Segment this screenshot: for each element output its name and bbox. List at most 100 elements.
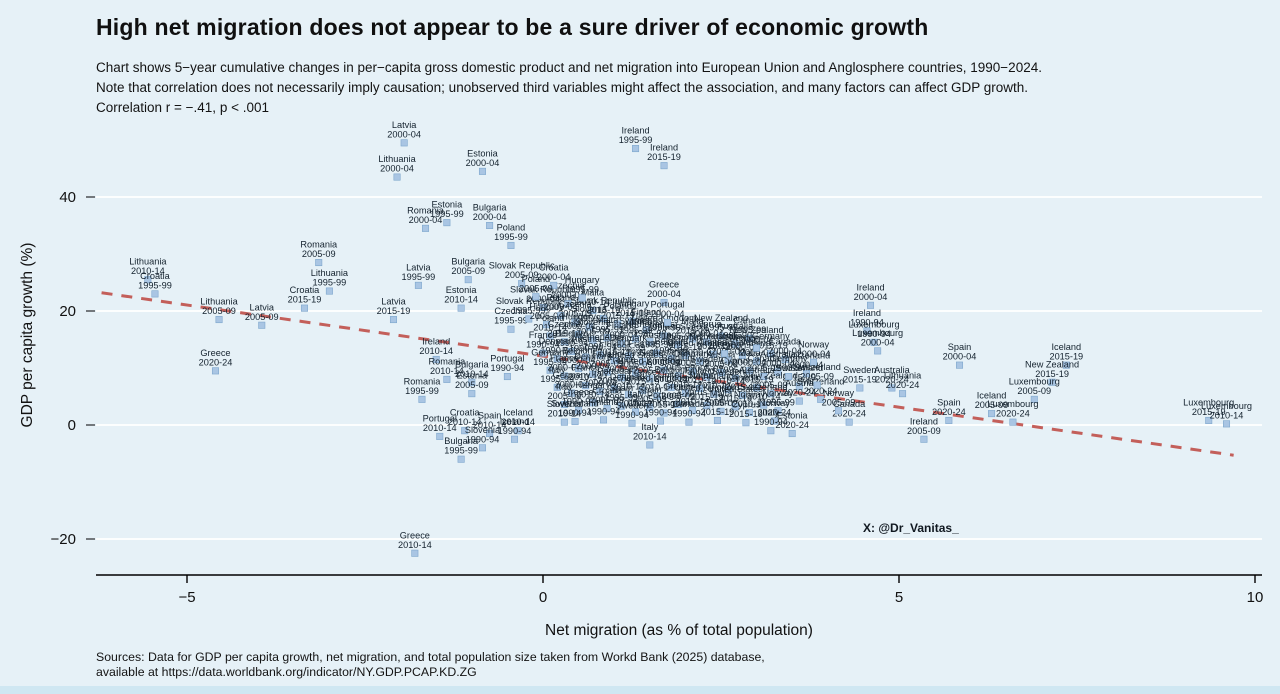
data-point-marker bbox=[660, 409, 668, 417]
data-point-label-country: Luxembourg bbox=[987, 399, 1038, 409]
data-point-label-period: 1990-94 bbox=[491, 363, 525, 373]
data-point-marker bbox=[617, 374, 625, 382]
data-point-label-country: Luxembourg bbox=[1201, 401, 1252, 411]
data-point-label-country: Ireland bbox=[650, 143, 678, 153]
data-point-label-period: 2010-14 bbox=[697, 381, 731, 391]
data-point-label-period: 1990-94 bbox=[644, 408, 678, 418]
data-point-label-period: 1995-99 bbox=[604, 393, 638, 403]
data-point-marker bbox=[710, 390, 718, 398]
data-point-label-country: Slovenia bbox=[547, 399, 583, 409]
data-point-label-country: Canada bbox=[833, 399, 866, 409]
data-point-marker bbox=[600, 314, 608, 322]
data-point-label-country: Italy bbox=[641, 422, 658, 432]
data-point-label-period: 2005-09 bbox=[633, 394, 667, 404]
data-point-marker bbox=[628, 317, 636, 325]
data-point-marker bbox=[745, 408, 753, 416]
data-point-label-period: 2005-09 bbox=[302, 249, 336, 259]
data-point-label-country: Poland bbox=[522, 274, 551, 284]
data-point-label-period: 2010-14 bbox=[548, 409, 582, 419]
data-point-marker bbox=[532, 293, 540, 301]
data-point-label-country: Lithuania bbox=[200, 297, 238, 307]
data-point-marker bbox=[753, 357, 761, 365]
data-point-label-country: France bbox=[571, 363, 600, 373]
data-point-label-country: Luxembourg bbox=[1183, 397, 1234, 407]
subtitle-line-2: Note that correlation does not necessari… bbox=[96, 80, 1028, 95]
data-point-label-country: Australia bbox=[760, 349, 797, 359]
data-point-marker bbox=[582, 353, 590, 361]
data-point-label-period: 2000-04 bbox=[647, 289, 681, 299]
x-tick-label: 10 bbox=[1247, 589, 1264, 606]
data-point-label-country: Luxembourg bbox=[1009, 376, 1060, 386]
data-point-marker bbox=[144, 276, 152, 284]
data-point-label-period: 2000-04 bbox=[583, 378, 617, 388]
data-point-label-period: 1995-99 bbox=[540, 374, 574, 384]
data-point-label-country: Netherlands bbox=[639, 347, 689, 357]
data-point-label-country: Latvia bbox=[392, 120, 417, 130]
data-point-label-country: Italy bbox=[549, 364, 566, 374]
data-point-marker bbox=[575, 365, 583, 373]
data-point-marker bbox=[610, 357, 618, 365]
data-point-label-country: Spain bbox=[948, 342, 972, 352]
data-point-label-period: 2000-04 bbox=[861, 337, 895, 347]
data-point-label-country: Estonia bbox=[456, 371, 488, 381]
data-point-label-period: 1990-94 bbox=[857, 329, 891, 339]
data-point-marker bbox=[422, 224, 430, 232]
data-point-label-country: Australia bbox=[707, 331, 744, 341]
data-point-marker bbox=[856, 384, 864, 392]
data-point-marker bbox=[389, 316, 397, 324]
data-point-marker bbox=[785, 373, 793, 381]
bottom-strip bbox=[0, 686, 1280, 694]
data-point-label-period: 1990-94 bbox=[587, 406, 621, 416]
data-point-label-country: United States bbox=[651, 322, 707, 332]
data-point-label-country: Italy bbox=[762, 408, 779, 418]
data-point-label-country: Spain bbox=[937, 397, 961, 407]
data-point-label-period: 2015-19 bbox=[288, 295, 322, 305]
data-point-marker bbox=[632, 369, 640, 377]
data-point-marker bbox=[681, 351, 689, 359]
data-point-label-country: United States bbox=[608, 350, 664, 360]
data-point-marker bbox=[632, 145, 640, 153]
data-point-label-period: 2015-19 bbox=[782, 373, 816, 383]
data-point-label-country: Italy bbox=[556, 381, 573, 391]
data-point-label-country: Portugal bbox=[423, 413, 457, 423]
data-point-marker bbox=[767, 390, 775, 398]
data-point-label-period: 2005-09 bbox=[747, 363, 781, 373]
data-point-label-country: Spain bbox=[638, 384, 662, 394]
data-point-label-period: 1995-99 bbox=[430, 209, 464, 219]
data-point-label-period: 1990-94 bbox=[558, 408, 592, 418]
data-point-label-period: 2000-04 bbox=[466, 158, 500, 168]
data-point-label-country: France bbox=[529, 330, 558, 340]
data-point-label-period: 2010-14 bbox=[669, 380, 703, 390]
data-point-label-period: 1990-94 bbox=[583, 341, 617, 351]
data-point-label-country: Norway bbox=[734, 389, 766, 399]
data-point-marker bbox=[610, 385, 618, 393]
data-point-marker bbox=[511, 435, 519, 443]
trend-line bbox=[101, 291, 1234, 457]
data-point-label-period: 2005-09 bbox=[530, 311, 564, 321]
data-point-marker bbox=[507, 325, 515, 333]
data-point-label-country: New Zealand bbox=[1025, 359, 1079, 369]
data-point-marker bbox=[486, 430, 494, 438]
data-point-label-period: 2005-09 bbox=[604, 364, 638, 374]
data-point-label-country: Latvia bbox=[249, 302, 274, 312]
data-point-label-period: 2015-19 bbox=[626, 377, 660, 387]
data-point-marker bbox=[731, 340, 739, 348]
data-point-marker bbox=[760, 401, 768, 409]
data-point-label-period: 2005-09 bbox=[708, 340, 742, 350]
data-point-label-period: 2005-09 bbox=[704, 398, 738, 408]
data-point-label-country: Poland bbox=[536, 313, 565, 323]
data-point-label-period: 2015-19 bbox=[669, 342, 703, 352]
data-point-marker bbox=[867, 301, 875, 309]
data-point-marker bbox=[478, 167, 486, 175]
data-point-label-country: Cyprus bbox=[731, 400, 761, 410]
data-point-marker bbox=[696, 357, 704, 365]
data-point-marker bbox=[731, 403, 739, 411]
data-point-marker bbox=[589, 399, 597, 407]
data-point-label-country: Estonia bbox=[467, 148, 499, 158]
data-point-marker bbox=[653, 349, 661, 357]
data-point-label-country: Belgium bbox=[655, 336, 689, 346]
data-point-label-country: Italy bbox=[592, 368, 609, 378]
data-point-label-country: Croatia bbox=[450, 408, 481, 418]
data-point-label-country: United Kingdom bbox=[674, 383, 740, 393]
data-point-marker bbox=[617, 339, 625, 347]
